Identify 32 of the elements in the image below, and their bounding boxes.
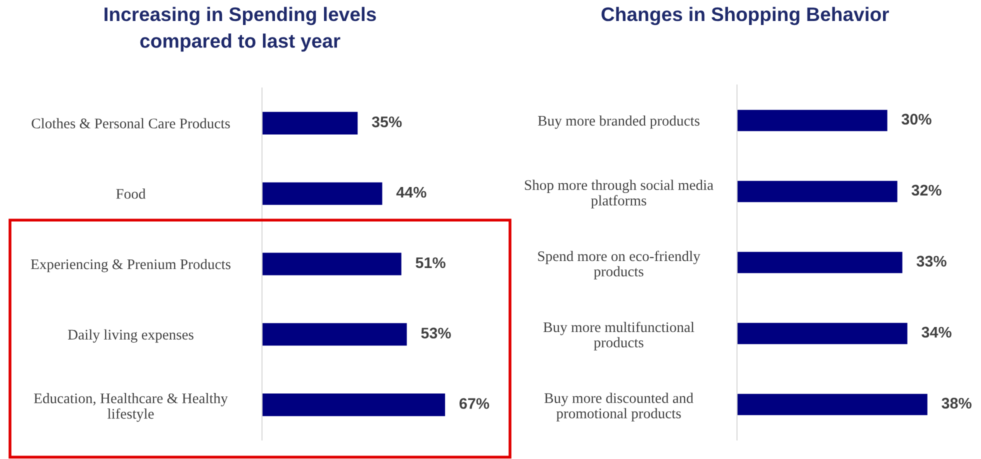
data-label: 30% — [902, 114, 932, 125]
data-label: 53% — [421, 328, 451, 339]
bar — [737, 394, 928, 416]
data-label: 51% — [416, 257, 446, 268]
bar — [262, 394, 446, 416]
y-tick-label: Shop more through social media platforms — [524, 180, 714, 208]
y-tick-label: Spend more on eco-friendly products — [538, 250, 700, 280]
y-tick-label: Buy more branded products — [538, 115, 700, 129]
data-label: 34% — [922, 326, 952, 338]
y-tick-label: Daily living expenses — [68, 329, 194, 343]
y-tick-label: Buy more multifunctional products — [543, 322, 694, 350]
y-tick-label: Clothes & Personal Care Products — [32, 118, 230, 128]
data-label: 33% — [916, 256, 946, 267]
bar — [262, 182, 382, 205]
data-label: 32% — [912, 184, 942, 196]
bar — [262, 252, 402, 276]
y-tick-label: Experiencing & Prenium Products — [30, 258, 230, 272]
data-label: 44% — [396, 186, 426, 198]
y-tick-label: Education, Healthcare & Healthy lifestyle — [34, 393, 228, 422]
data-label: 35% — [372, 116, 402, 128]
bar — [737, 252, 902, 274]
y-tick-label: Buy more discounted and promotional products — [544, 392, 694, 422]
chart-title: Increasing in Spending levels compared to last year — [104, 6, 376, 52]
y-tick-label: Food — [116, 188, 146, 199]
data-label: 67% — [460, 398, 490, 409]
bar — [737, 110, 888, 132]
bar — [262, 112, 358, 134]
bar — [737, 180, 898, 202]
bar — [737, 322, 908, 344]
bar — [262, 323, 407, 346]
data-label: 38% — [942, 398, 972, 409]
chart-title: Changes in Shopping Behavior — [602, 6, 889, 26]
